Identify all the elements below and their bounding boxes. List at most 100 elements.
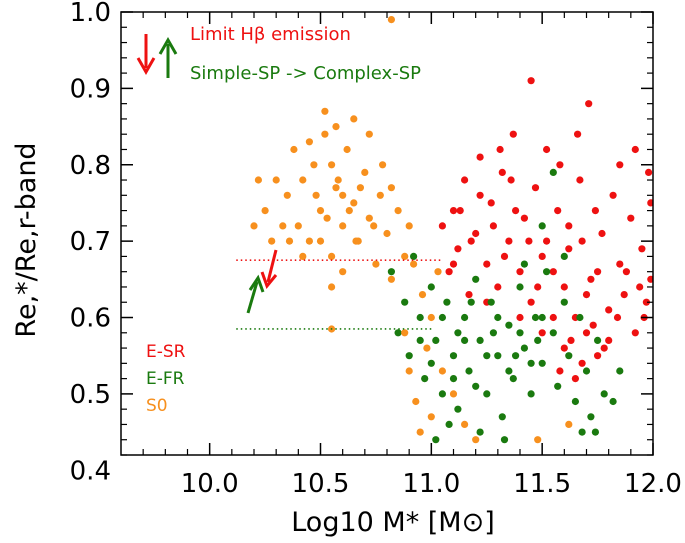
data-point-e-fr — [410, 252, 418, 260]
data-point-e-sr — [600, 344, 608, 352]
data-point-e-sr — [578, 237, 586, 245]
axis-ticks: 10.0 10.5 11.0 11.5 12.0 0.4 0.5 0.6 0.7 0.8 0.9 1.… — [70, 0, 682, 499]
data-point-s0 — [394, 207, 402, 215]
data-point-e-sr — [516, 313, 524, 322]
data-point-e-fr — [489, 329, 497, 337]
data-point-s0 — [299, 176, 307, 184]
data-point-e-sr — [476, 153, 484, 161]
data-point-e-fr — [465, 367, 473, 375]
data-point-e-sr — [620, 291, 628, 299]
data-point-e-sr — [645, 168, 653, 176]
data-point-e-sr — [467, 237, 475, 245]
data-point-e-fr — [587, 413, 595, 421]
data-point-s0 — [250, 222, 258, 230]
data-point-e-sr — [476, 191, 484, 199]
data-point-s0 — [565, 420, 573, 428]
data-point-e-fr — [600, 390, 608, 398]
data-point-s0 — [321, 130, 329, 138]
data-point-e-sr — [594, 268, 602, 276]
data-point-e-fr — [461, 313, 469, 322]
data-point-s0 — [305, 237, 313, 245]
data-point-s0 — [472, 436, 480, 444]
data-point-e-fr — [511, 352, 520, 360]
y-tick-label: 0.9 — [70, 74, 111, 104]
data-point-e-sr — [627, 214, 635, 222]
data-point-e-sr — [591, 207, 600, 215]
data-point-e-sr — [605, 336, 613, 344]
y-tick-label: 0.4 — [70, 456, 111, 486]
data-point-e-sr — [505, 237, 513, 245]
data-point-e-sr — [594, 352, 602, 360]
y-tick-label: 0.8 — [70, 151, 111, 181]
data-point-e-fr — [421, 375, 429, 383]
data-point-e-fr — [494, 352, 502, 360]
data-point-e-fr — [445, 420, 453, 428]
data-point-s0 — [339, 268, 347, 276]
data-point-s0 — [383, 229, 391, 238]
data-point-s0 — [434, 268, 442, 276]
data-point-e-fr — [416, 336, 424, 344]
data-point-e-fr — [500, 436, 509, 444]
y-tick-label: 0.5 — [70, 380, 111, 410]
data-point-e-sr — [534, 283, 542, 291]
data-point-s0 — [387, 16, 395, 24]
annotation-simple-complex: Simple-SP -> Complex-SP — [190, 63, 421, 84]
data-point-e-fr — [560, 252, 568, 260]
data-point-e-sr — [543, 145, 551, 154]
data-point-e-sr — [556, 367, 564, 375]
data-point-s0 — [412, 397, 420, 406]
data-point-e-fr — [401, 298, 409, 306]
data-point-e-fr — [416, 313, 424, 322]
data-point-s0 — [283, 191, 291, 199]
data-point-e-sr — [565, 222, 573, 230]
data-point-e-fr — [516, 283, 524, 291]
data-point-s0 — [379, 161, 387, 169]
y-axis-title: Re,*/Re,r-band — [11, 142, 42, 337]
data-point-e-sr — [574, 130, 582, 138]
data-point-s0 — [372, 260, 380, 268]
data-point-e-sr — [554, 207, 562, 215]
data-point-s0 — [350, 199, 358, 207]
data-point-e-fr — [582, 367, 591, 375]
data-point-e-fr — [578, 428, 586, 436]
data-point-s0 — [285, 237, 294, 245]
data-point-e-fr — [576, 313, 584, 322]
data-point-e-fr — [476, 336, 484, 344]
data-point-e-sr — [565, 245, 573, 253]
data-point-e-fr — [394, 329, 402, 337]
data-point-e-fr — [476, 428, 484, 436]
data-point-e-sr — [616, 260, 624, 268]
data-point-e-sr — [543, 237, 551, 245]
data-point-e-sr — [582, 329, 591, 337]
down-arrow-small-icon — [260, 249, 278, 290]
data-point-e-sr — [538, 329, 546, 337]
data-point-s0 — [328, 252, 336, 260]
data-point-s0 — [352, 237, 360, 245]
x-tick-label: 11.5 — [513, 469, 571, 499]
data-point-e-fr — [449, 375, 458, 383]
data-point-e-fr — [505, 321, 513, 329]
data-point-e-sr — [449, 260, 458, 268]
data-point-e-sr — [636, 283, 644, 291]
data-point-e-sr — [531, 184, 540, 192]
data-point-e-fr — [538, 359, 546, 367]
data-point-e-fr — [571, 397, 580, 406]
data-point-s0 — [299, 252, 307, 260]
data-point-e-sr — [642, 298, 651, 306]
data-point-s0 — [365, 130, 373, 138]
data-point-e-fr — [543, 268, 551, 276]
data-point-e-fr — [565, 352, 573, 360]
data-point-e-sr — [449, 207, 458, 215]
annotation-limit-hbeta: Limit Hβ emission — [190, 24, 351, 45]
data-point-e-sr — [465, 291, 473, 299]
data-point-s0 — [290, 145, 298, 154]
data-point-e-sr — [507, 176, 515, 184]
data-point-s0 — [323, 214, 331, 222]
data-point-s0 — [401, 329, 409, 337]
data-point-e-sr — [511, 207, 520, 215]
data-point-e-fr — [609, 397, 617, 406]
data-point-e-sr — [613, 313, 622, 322]
data-point-e-fr — [443, 298, 451, 306]
data-point-e-fr — [472, 382, 480, 390]
legend-label-e-fr: E-FR — [146, 369, 185, 389]
